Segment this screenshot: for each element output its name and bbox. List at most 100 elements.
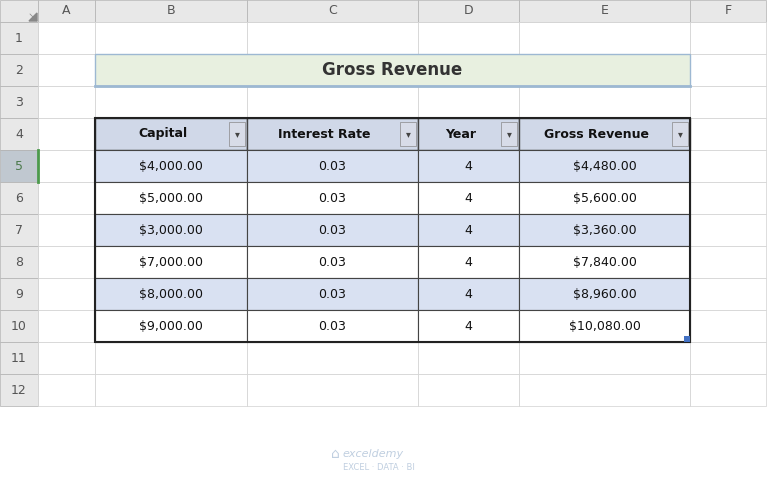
Bar (247, 118, 418, 150)
Bar (0, 246, 38, 278)
Bar (38, 86, 95, 118)
Bar (247, 214, 418, 246)
Bar (519, 54, 690, 86)
Bar (519, 310, 690, 342)
Bar (690, 310, 766, 342)
Bar (690, 182, 766, 214)
Bar (519, 0, 690, 22)
Bar (247, 0, 418, 22)
Text: $4,480.00: $4,480.00 (573, 160, 637, 172)
Text: $7,000.00: $7,000.00 (139, 256, 203, 269)
Bar (690, 118, 766, 150)
Bar (418, 150, 519, 182)
Bar (95, 118, 247, 150)
Text: Capital: Capital (138, 127, 188, 140)
Text: ▾: ▾ (235, 129, 239, 139)
Bar (247, 310, 418, 342)
Bar (247, 182, 418, 214)
Bar (519, 150, 690, 182)
Bar (519, 214, 690, 246)
Bar (0, 54, 38, 86)
Bar (247, 86, 418, 118)
Bar (38, 54, 95, 86)
Text: $5,000.00: $5,000.00 (139, 192, 203, 205)
Bar (519, 182, 690, 214)
Bar (95, 150, 247, 182)
Bar (38, 182, 95, 214)
Text: 5: 5 (15, 160, 23, 172)
Bar (0, 310, 38, 342)
Bar (519, 342, 690, 374)
Bar (95, 342, 247, 374)
Text: 4: 4 (465, 192, 472, 205)
Text: 9: 9 (15, 287, 23, 301)
Text: 4: 4 (465, 319, 472, 333)
Bar (684, 336, 690, 342)
Bar (519, 150, 690, 182)
Bar (519, 22, 690, 54)
Text: C: C (328, 4, 337, 17)
Bar (38, 374, 95, 406)
Bar (0, 342, 38, 374)
Text: $4,000.00: $4,000.00 (139, 160, 203, 172)
Bar (247, 342, 418, 374)
Bar (418, 246, 519, 278)
Bar (247, 22, 418, 54)
Bar (95, 310, 247, 342)
Bar (95, 182, 247, 214)
Text: 4: 4 (465, 256, 472, 269)
Bar (95, 214, 247, 246)
Text: 0.03: 0.03 (318, 287, 347, 301)
Bar (0, 182, 38, 214)
Bar (418, 278, 519, 310)
Bar (690, 54, 766, 86)
Text: $7,840.00: $7,840.00 (572, 256, 637, 269)
Bar (418, 118, 519, 150)
Bar (0, 86, 38, 118)
Bar (519, 278, 690, 310)
Text: 0.03: 0.03 (318, 160, 347, 172)
Bar (690, 86, 766, 118)
Bar (38, 0, 95, 22)
Bar (95, 54, 247, 86)
Bar (247, 182, 418, 214)
Bar (247, 278, 418, 310)
Bar (247, 374, 418, 406)
Text: Gross Revenue: Gross Revenue (544, 127, 649, 140)
Bar (418, 150, 519, 182)
Text: E: E (601, 4, 608, 17)
Bar (247, 246, 418, 278)
Bar (0, 374, 38, 406)
Bar (690, 342, 766, 374)
Text: 8: 8 (15, 256, 23, 269)
Bar (418, 214, 519, 246)
Bar (0, 0, 38, 22)
Bar (418, 310, 519, 342)
Bar (690, 374, 766, 406)
Text: 0.03: 0.03 (318, 319, 347, 333)
Polygon shape (29, 13, 37, 21)
Bar (38, 342, 95, 374)
Text: 6: 6 (15, 192, 23, 205)
Text: $10,080.00: $10,080.00 (568, 319, 640, 333)
Bar (95, 54, 690, 86)
Text: ⌂: ⌂ (331, 447, 340, 461)
Text: $9,000.00: $9,000.00 (139, 319, 203, 333)
Text: Interest Rate: Interest Rate (278, 127, 370, 140)
Text: D: D (464, 4, 473, 17)
Text: exceldemy: exceldemy (343, 449, 404, 459)
Bar (95, 246, 247, 278)
Bar (672, 122, 688, 146)
Bar (95, 374, 247, 406)
Bar (38, 214, 95, 246)
Bar (418, 182, 519, 214)
Bar (418, 246, 519, 278)
Text: 3: 3 (15, 95, 23, 108)
Bar (519, 86, 690, 118)
Bar (247, 150, 418, 182)
Bar (690, 22, 766, 54)
Bar (95, 118, 690, 342)
Text: 4: 4 (465, 287, 472, 301)
Bar (38, 22, 95, 54)
Text: 10: 10 (11, 319, 27, 333)
